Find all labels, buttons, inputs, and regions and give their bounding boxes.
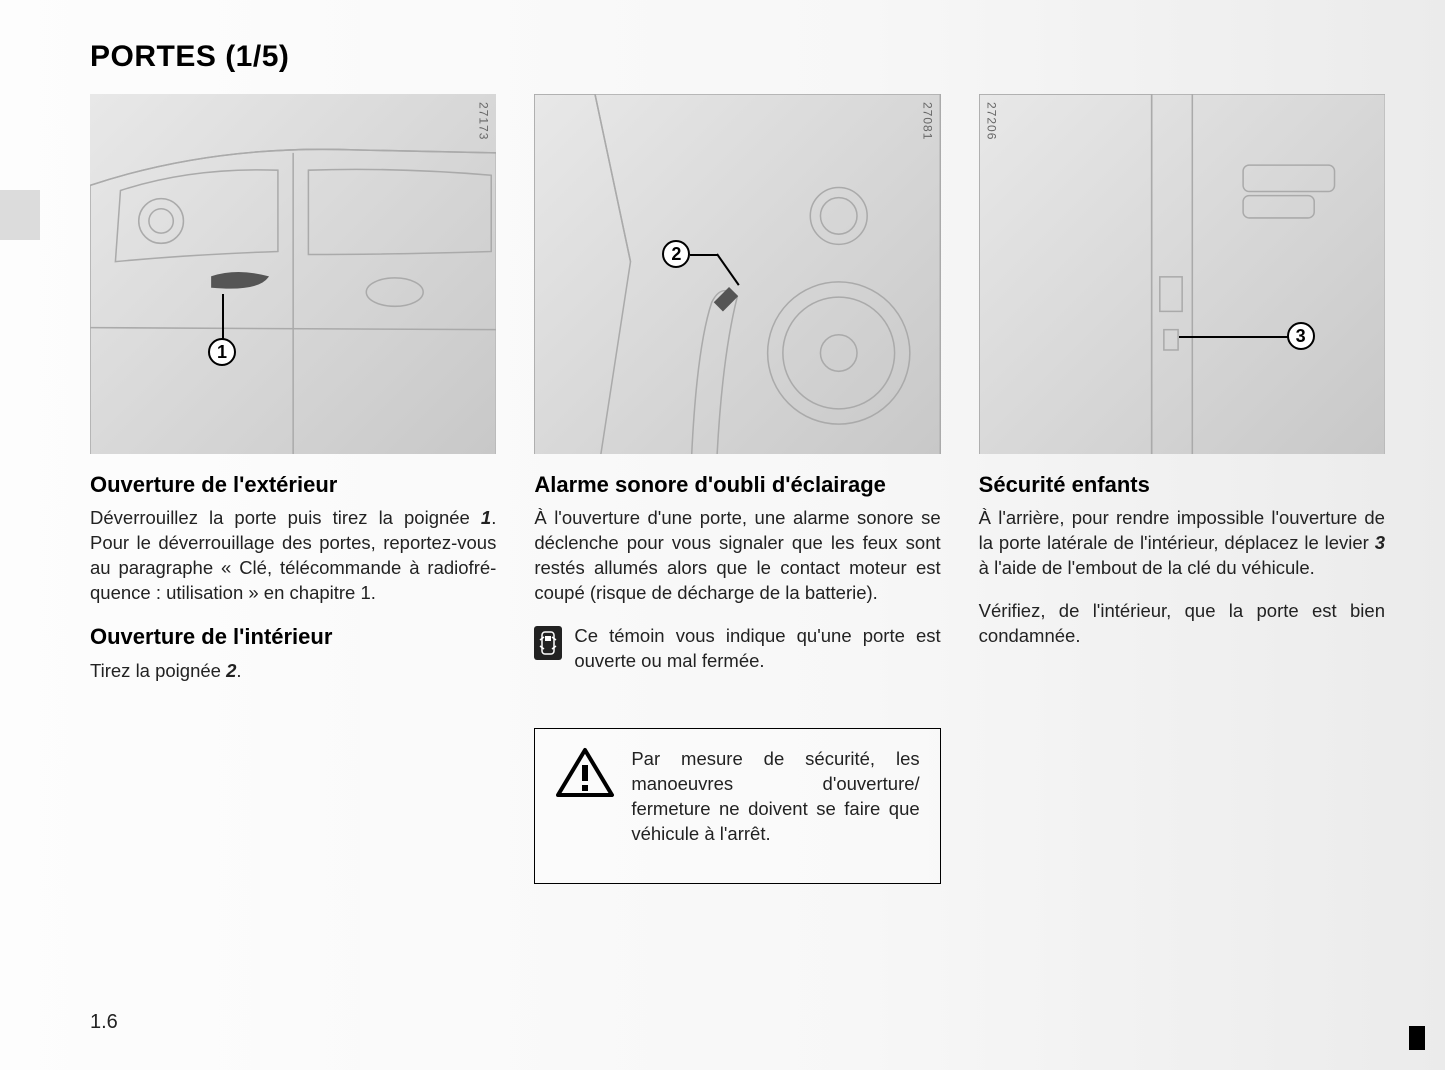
figure-3: 27206 3 — [979, 94, 1385, 454]
callout-1-line — [222, 294, 224, 342]
callout-3-line — [1179, 336, 1289, 338]
figure-2: 27081 2 — [534, 94, 940, 454]
page-number: 1.6 — [90, 1011, 118, 1034]
figure-1-number: 27173 — [476, 102, 490, 140]
warning-triangle-icon — [555, 747, 615, 799]
col2-paragraph-1: À l'ouverture d'une porte, une alarme so… — [534, 506, 940, 606]
figure-1: 27173 1 — [90, 94, 496, 454]
column-2: 27081 2 Alarme sonore d'oubli d'éclairag… — [534, 94, 940, 884]
columns: 27173 1 Ouverture de l'extérieur Déverro… — [90, 94, 1385, 884]
col1-paragraph-2: Tirez la poignée 2. — [90, 659, 496, 684]
side-tab — [0, 190, 40, 240]
col3-paragraph-1: À l'arrière, pour rendre impossible l'ou… — [979, 506, 1385, 581]
col3-p1-ref: 3 — [1375, 532, 1385, 553]
col1-p1-a: Déverrouillez la porte puis tirez la poi… — [90, 507, 481, 528]
col1-heading-2: Ouverture de l'intérieur — [90, 624, 496, 650]
callout-3: 3 — [1287, 322, 1315, 350]
callout-1: 1 — [208, 338, 236, 366]
col3-heading-1: Sécurité enfants — [979, 472, 1385, 498]
col3-p1-b: à l'aide de l'embout de la clé du véhicu… — [979, 557, 1315, 578]
col1-p2-a: Tirez la poignée — [90, 660, 226, 681]
corner-mark — [1409, 1026, 1425, 1050]
col1-p2-b: . — [236, 660, 241, 681]
car-exterior-sketch — [90, 94, 496, 454]
page-title: PORTES (1/5) — [90, 40, 1385, 74]
column-3: 27206 3 Sécurité enfants À l'arrière, po… — [979, 94, 1385, 884]
car-interior-sketch — [534, 94, 940, 454]
manual-page: PORTES (1/5) 27173 1 — [0, 0, 1445, 1070]
col2-heading-1: Alarme sonore d'oubli d'éclairage — [534, 472, 940, 498]
col1-paragraph-1: Déverrouillez la porte puis tirez la poi… — [90, 506, 496, 606]
warning-box: Par mesure de sécurité, les manoeuvres d… — [534, 728, 940, 884]
col3-paragraph-2: Vérifiez, de l'intérieur, que la porte e… — [979, 599, 1385, 649]
warning-text: Par mesure de sécurité, les manoeuvres d… — [631, 747, 919, 847]
indicator-text: Ce témoin vous indique qu'une porte est … — [574, 624, 940, 674]
callout-2-line-h — [690, 254, 718, 256]
col3-p1-a: À l'arrière, pour rendre impossible l'ou… — [979, 507, 1385, 553]
door-open-indicator-icon — [534, 626, 562, 660]
figure-3-number: 27206 — [985, 102, 999, 140]
door-edge-sketch — [979, 94, 1385, 454]
figure-2-number: 27081 — [921, 102, 935, 140]
col1-heading-1: Ouverture de l'extérieur — [90, 472, 496, 498]
col1-p1-ref: 1 — [481, 507, 491, 528]
indicator-row: Ce témoin vous indique qu'une porte est … — [534, 624, 940, 674]
column-1: 27173 1 Ouverture de l'extérieur Déverro… — [90, 94, 496, 884]
col1-p2-ref: 2 — [226, 660, 236, 681]
